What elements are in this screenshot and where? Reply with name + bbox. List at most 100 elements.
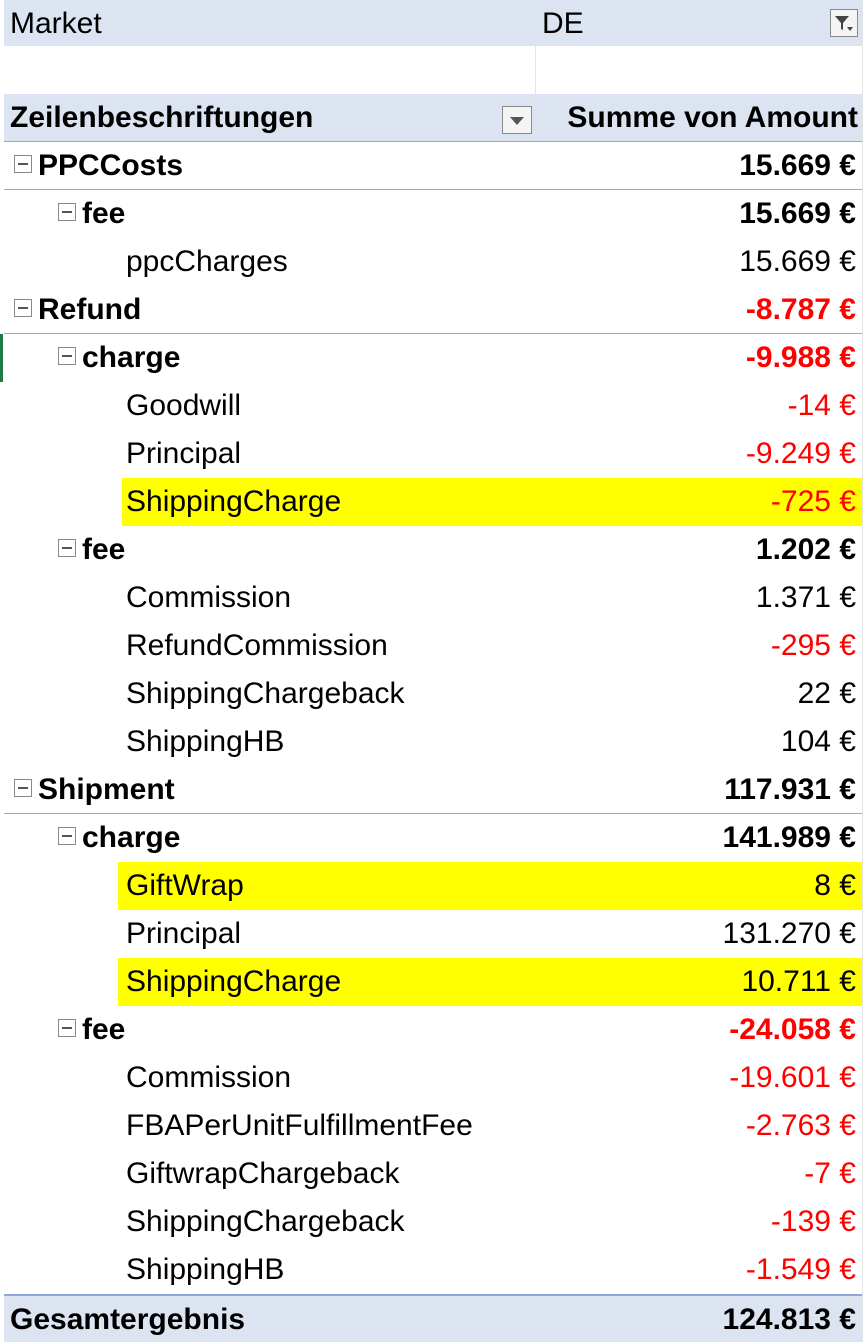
- row-value: 117.931 €: [724, 773, 856, 806]
- row-label: Refund: [14, 286, 141, 334]
- row-label: RefundCommission: [126, 622, 388, 670]
- row-label-text: Commission: [126, 1061, 292, 1094]
- collapse-minus-icon[interactable]: [14, 155, 32, 174]
- row-label: PPCCosts: [14, 142, 183, 190]
- pivot-item-row[interactable]: ShippingHB -1.549 €: [4, 1246, 862, 1294]
- row-label: fee: [58, 190, 125, 238]
- row-value: -24.058 €: [729, 1013, 856, 1046]
- report-filter-row[interactable]: Market DE: [4, 0, 862, 48]
- row-label: Principal: [126, 430, 241, 478]
- row-label: ppcCharges: [126, 238, 288, 286]
- row-value: 104 €: [780, 725, 856, 758]
- collapse-minus-icon[interactable]: [58, 347, 76, 366]
- row-value: 141.989 €: [722, 821, 856, 854]
- pivot-subgroup-row[interactable]: fee 1.202 €: [4, 526, 862, 574]
- pivot-subgroup-row[interactable]: fee 15.669 €: [4, 190, 862, 238]
- value-header: Summe von Amount: [567, 101, 858, 134]
- pivot-item-row[interactable]: Commission 1.371 €: [4, 574, 862, 622]
- collapse-minus-icon[interactable]: [14, 299, 32, 318]
- row-label-text: Refund: [38, 293, 142, 326]
- row-label-text: ppcCharges: [126, 245, 288, 278]
- pivot-item-row[interactable]: ShippingHB 104 €: [4, 718, 862, 766]
- filter-value[interactable]: DE: [542, 7, 584, 40]
- pivot-item-row[interactable]: ShippingChargeback 22 €: [4, 670, 862, 718]
- pivot-item-row[interactable]: FBAPerUnitFulfillmentFee -2.763 €: [4, 1102, 862, 1150]
- row-label: fee: [58, 526, 125, 574]
- row-value: -2.763 €: [745, 1109, 856, 1142]
- row-label: ShippingHB: [126, 1246, 284, 1294]
- pivot-item-row[interactable]: RefundCommission -295 €: [4, 622, 862, 670]
- highlight-fill: [118, 958, 862, 1006]
- row-label-text: fee: [82, 533, 126, 566]
- row-value: 15.669 €: [739, 197, 856, 230]
- row-value: -19.601 €: [729, 1061, 856, 1094]
- row-value: 1.202 €: [755, 533, 856, 566]
- row-label-text: fee: [82, 1013, 126, 1046]
- row-label-text: RefundCommission: [126, 629, 388, 662]
- pivot-item-row[interactable]: ShippingCharge 10.711 €: [4, 958, 862, 1006]
- pivot-subgroup-row[interactable]: charge 141.989 €: [4, 814, 862, 862]
- pivot-item-row[interactable]: Goodwill -14 €: [4, 382, 862, 430]
- row-value: -9.988 €: [745, 341, 856, 374]
- highlight-fill: [118, 862, 862, 910]
- pivot-item-row[interactable]: GiftWrap 8 €: [4, 862, 862, 910]
- row-label: ShippingChargeback: [126, 1198, 405, 1246]
- collapse-minus-icon[interactable]: [14, 779, 32, 798]
- collapse-minus-icon[interactable]: [58, 539, 76, 558]
- pivot-header-row: Zeilenbeschriftungen Summe von Amount: [4, 94, 862, 142]
- pivot-group-row[interactable]: PPCCosts 15.669 €: [4, 142, 862, 190]
- row-label-text: Goodwill: [126, 389, 242, 422]
- row-label: fee: [58, 1006, 125, 1054]
- row-label: Commission: [126, 1054, 291, 1102]
- row-label-text: ShippingHB: [126, 725, 285, 758]
- row-label-text: ShippingCharge: [126, 485, 342, 518]
- collapse-minus-icon[interactable]: [58, 1019, 76, 1038]
- row-value: -139 €: [770, 1205, 856, 1238]
- collapse-minus-icon[interactable]: [58, 203, 76, 222]
- pivot-item-row[interactable]: GiftwrapChargeback -7 €: [4, 1150, 862, 1198]
- row-label: charge: [58, 334, 180, 382]
- row-value: -7 €: [804, 1157, 856, 1190]
- row-value: 15.669 €: [739, 245, 856, 278]
- pivot-item-row[interactable]: ppcCharges 15.669 €: [4, 238, 862, 286]
- pivot-item-row[interactable]: Principal -9.249 €: [4, 430, 862, 478]
- row-label-text: GiftWrap: [126, 869, 244, 902]
- pivot-group-row[interactable]: Shipment 117.931 €: [4, 766, 862, 814]
- row-label-text: fee: [82, 197, 126, 230]
- dropdown-arrow-icon[interactable]: [502, 106, 532, 134]
- row-label-text: Principal: [126, 917, 242, 950]
- row-label-text: FBAPerUnitFulfillmentFee: [126, 1109, 473, 1142]
- grand-total-value: 124.813 €: [722, 1303, 856, 1336]
- row-value: -1.549 €: [745, 1253, 856, 1286]
- pivot-group-row[interactable]: Refund -8.787 €: [4, 286, 862, 334]
- pivot-item-row[interactable]: ShippingCharge -725 €: [4, 478, 862, 526]
- row-label-text: charge: [82, 341, 181, 374]
- row-labels-header: Zeilenbeschriftungen: [10, 101, 314, 134]
- row-value: 10.711 €: [741, 965, 856, 998]
- row-label: GiftwrapChargeback: [126, 1150, 399, 1198]
- row-label: charge: [58, 814, 180, 862]
- row-label: ShippingHB: [126, 718, 284, 766]
- row-value: 22 €: [797, 677, 856, 710]
- row-label: GiftWrap: [126, 862, 244, 910]
- row-label-text: ShippingChargeback: [126, 1205, 405, 1238]
- row-label-text: ShippingCharge: [126, 965, 342, 998]
- pivot-subgroup-row[interactable]: charge -9.988 €: [4, 334, 862, 382]
- pivot-item-row[interactable]: Principal 131.270 €: [4, 910, 862, 958]
- row-label-text: Commission: [126, 581, 292, 614]
- filter-funnel-icon[interactable]: [830, 9, 858, 37]
- row-label: Goodwill: [126, 382, 241, 430]
- grand-total-label: Gesamtergebnis: [10, 1303, 246, 1336]
- row-value: -725 €: [770, 485, 856, 518]
- pivot-subgroup-row[interactable]: fee -24.058 €: [4, 1006, 862, 1054]
- grid-line: [862, 0, 863, 1342]
- pivot-item-row[interactable]: ShippingChargeback -139 €: [4, 1198, 862, 1246]
- blank-row: [4, 46, 862, 94]
- row-label: Principal: [126, 910, 241, 958]
- pivot-item-row[interactable]: Commission -19.601 €: [4, 1054, 862, 1102]
- row-label-text: ShippingHB: [126, 1253, 285, 1286]
- row-value: -295 €: [770, 629, 856, 662]
- row-label: ShippingCharge: [126, 478, 341, 526]
- collapse-minus-icon[interactable]: [58, 827, 76, 846]
- row-label-text: PPCCosts: [38, 149, 184, 182]
